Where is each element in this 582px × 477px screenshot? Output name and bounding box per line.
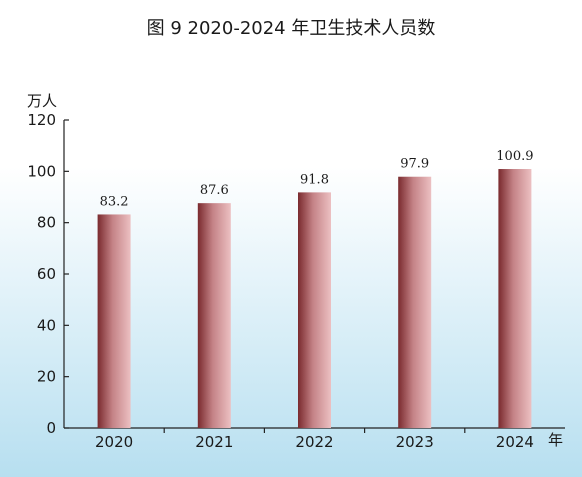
labels: 83.2 2020 87.6 2021 91.8 2022 97.9 2023 100.9 202… (95, 149, 534, 451)
y-tick-label: 0 (46, 419, 56, 437)
bar-value-label: 87.6 (200, 183, 229, 198)
y-tick-label: 80 (37, 214, 56, 232)
y-tick-label: 120 (27, 111, 56, 129)
x-axis-unit: 年 (548, 431, 563, 449)
x-tick-label: 2021 (195, 433, 233, 451)
y-tick-label: 60 (37, 265, 56, 283)
bar (398, 176, 432, 428)
y-tick-label: 20 (37, 368, 56, 386)
axes: 0 20 40 60 80 100 120 (27, 111, 565, 437)
bar (197, 203, 231, 428)
x-tick-label: 2024 (496, 433, 534, 451)
bar-value-label: 100.9 (496, 149, 533, 164)
x-tick-label: 2022 (295, 433, 333, 451)
bar-value-label: 91.8 (300, 172, 329, 187)
x-tick-label: 2023 (396, 433, 434, 451)
x-tick-label: 2020 (95, 433, 133, 451)
bar (97, 214, 131, 428)
y-tick-label: 100 (27, 162, 56, 180)
chart-title: 图 9 2020-2024 年卫生技术人员数 (147, 18, 436, 39)
y-tick-label: 40 (37, 316, 56, 334)
bar (298, 192, 331, 428)
bar (498, 169, 532, 429)
bar-value-label: 83.2 (100, 194, 129, 209)
y-axis-unit: 万人 (27, 92, 57, 110)
bars (97, 169, 532, 429)
bar-value-label: 97.9 (400, 157, 429, 172)
